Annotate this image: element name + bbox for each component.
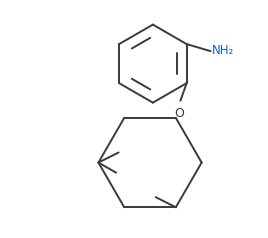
Text: O: O [174, 107, 184, 120]
Text: NH₂: NH₂ [212, 44, 234, 57]
